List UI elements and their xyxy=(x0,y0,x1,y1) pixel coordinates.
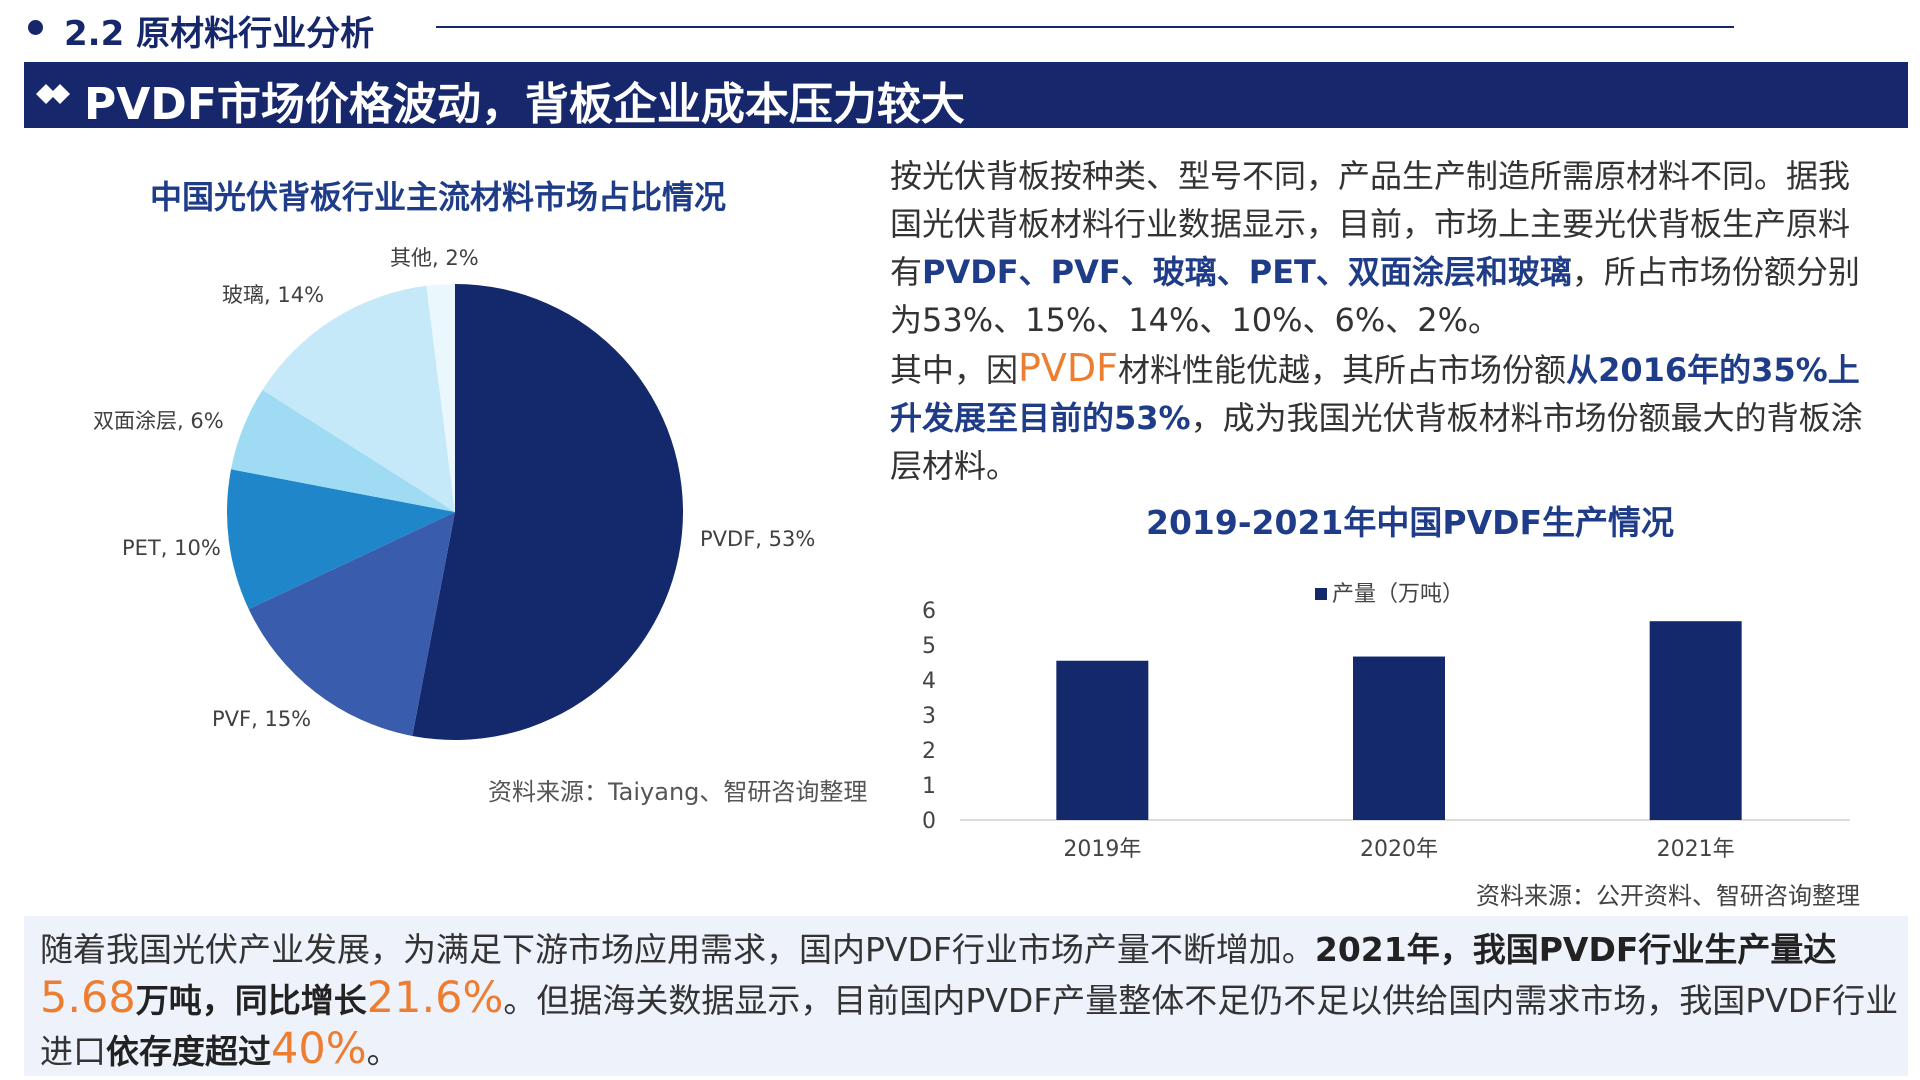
section-bullet xyxy=(28,20,43,35)
bar-chart: 0 1 2 3 4 5 6 产量（万吨） 2019年 2020年 2021年 xyxy=(922,582,1850,862)
y-tick-label: 6 xyxy=(922,599,936,624)
pie-slice xyxy=(231,389,455,512)
bar-chart-title: 2019-2021年中国PVDF生产情况 xyxy=(1146,503,1675,542)
bar-source-note: 资料来源：公开资料、智研咨询整理 xyxy=(1476,882,1860,910)
paragraph-1: 按光伏背板按种类、型号不同，产品生产制造所需原材料不同。据我国光伏背板材料行业数… xyxy=(890,157,1860,339)
pie-slice-label: PVDF, 53% xyxy=(700,527,815,551)
paragraph-2: 其中，因PVDF材料性能优越，其所占市场份额从2016年的35%上升发展至目前的… xyxy=(890,346,1863,485)
pie-slice xyxy=(248,512,455,736)
pie-slice xyxy=(412,284,684,740)
y-tick-label: 3 xyxy=(922,704,936,729)
pie-chart-title: 中国光伏背板行业主流材料市场占比情况 xyxy=(150,178,727,216)
pie-slice xyxy=(426,284,455,512)
bar xyxy=(1649,621,1742,820)
y-tick-label: 4 xyxy=(922,669,936,694)
y-tick-label: 2 xyxy=(922,739,936,764)
pie-slice xyxy=(227,469,455,610)
section-title: 2.2 原材料行业分析 xyxy=(64,14,375,54)
banner-title: PVDF市场价格波动，背板企业成本压力较大 xyxy=(84,79,965,130)
legend-label: 产量（万吨） xyxy=(1332,582,1464,607)
pie-slice-label: 玻璃, 14% xyxy=(222,283,324,307)
section-divider xyxy=(436,26,1734,28)
summary-text: 随着我国光伏产业发展，为满足下游市场应用需求，国内PVDF行业市场产量不断增加。… xyxy=(40,930,1899,1074)
y-tick-label: 1 xyxy=(922,774,936,799)
x-tick-label: 2019年 xyxy=(1063,837,1141,862)
title-banner: PVDF市场价格波动，背板企业成本压力较大 xyxy=(24,62,1908,130)
x-tick-label: 2020年 xyxy=(1360,837,1438,862)
analysis-paragraph: 按光伏背板按种类、型号不同，产品生产制造所需原材料不同。据我国光伏背板材料行业数… xyxy=(890,152,1870,490)
pie-slice-label: 其他, 2% xyxy=(390,246,479,270)
bar xyxy=(1353,656,1445,820)
summary-box: 随着我国光伏产业发展，为满足下游市场应用需求，国内PVDF行业市场产量不断增加。… xyxy=(24,916,1908,1076)
pie-slice-label: PVF, 15% xyxy=(212,707,311,731)
legend-swatch xyxy=(1315,588,1327,600)
bar xyxy=(1056,660,1149,820)
pie-chart: PVDF, 53% PVF, 15% PET, 10% 双面涂层, 6% 玻璃, 14%… xyxy=(93,246,815,740)
diamond-bullet-icon xyxy=(36,84,70,104)
y-tick-label: 5 xyxy=(922,634,936,659)
pie-slice-label: 双面涂层, 6% xyxy=(93,409,224,433)
pie-slice xyxy=(262,285,455,512)
y-tick-label: 0 xyxy=(922,809,936,834)
pie-slice-label: PET, 10% xyxy=(122,536,221,560)
x-tick-label: 2021年 xyxy=(1657,837,1735,862)
pie-source-note: 资料来源：Taiyang、智研咨询整理 xyxy=(488,778,868,806)
